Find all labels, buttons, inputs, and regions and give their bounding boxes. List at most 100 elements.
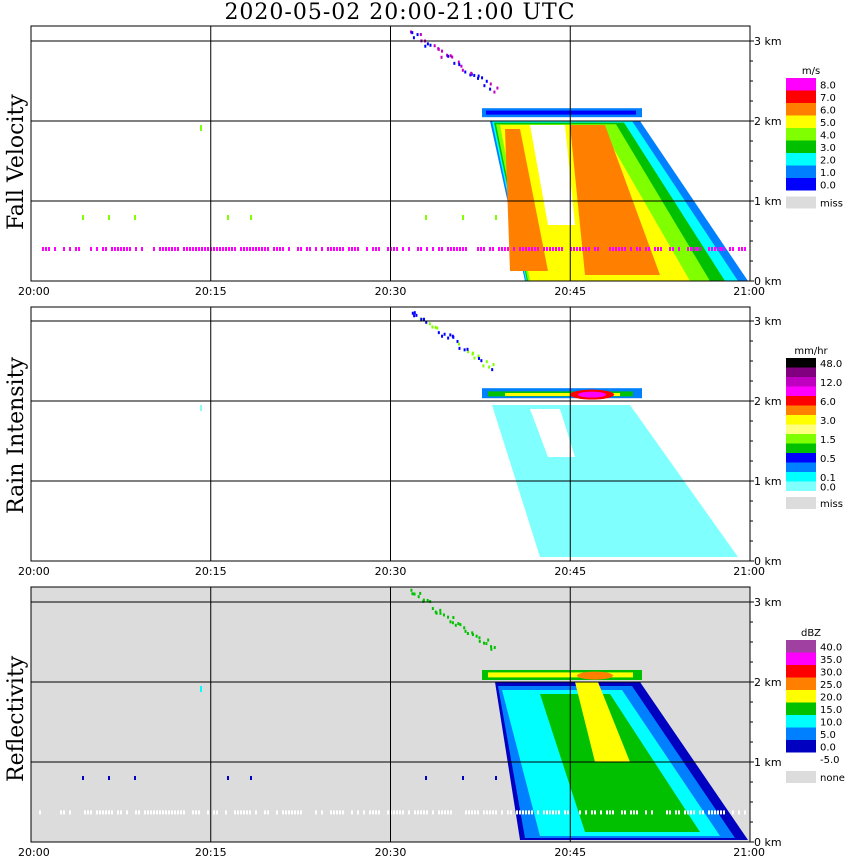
clutter-point bbox=[594, 247, 596, 251]
clutter-point bbox=[249, 810, 251, 815]
aloft-speckle bbox=[439, 611, 442, 615]
aloft-speckle bbox=[449, 620, 452, 624]
clutter-point bbox=[630, 247, 632, 251]
panel-rain: 0 km 1 km 2 km 3 km 20:00 20:15 20:30 20:45 21:0… bbox=[18, 306, 843, 578]
clutter-point bbox=[294, 810, 296, 815]
clutter-point bbox=[168, 810, 170, 815]
clutter-point bbox=[555, 247, 557, 251]
clutter-point bbox=[315, 247, 317, 251]
clutter-point bbox=[621, 810, 623, 815]
aloft-speckle bbox=[410, 588, 413, 592]
clutter-point bbox=[714, 810, 716, 815]
clutter-point bbox=[342, 247, 344, 251]
clutter-point bbox=[183, 247, 185, 251]
clutter-point bbox=[675, 810, 677, 815]
clutter-point bbox=[399, 810, 401, 815]
bright-band-peak-core bbox=[578, 391, 606, 398]
aloft-speckle bbox=[457, 622, 460, 626]
clutter-point bbox=[165, 247, 167, 251]
clutter-point bbox=[330, 247, 332, 251]
clutter-point bbox=[537, 247, 539, 251]
insect-point bbox=[134, 215, 136, 220]
legend-swatch bbox=[786, 115, 816, 128]
aloft-speckle bbox=[460, 64, 463, 68]
insect-point bbox=[227, 215, 229, 220]
clutter-point bbox=[120, 247, 122, 251]
clutter-point bbox=[564, 810, 566, 815]
clutter-point bbox=[645, 247, 647, 251]
legend-swatch bbox=[786, 752, 816, 765]
clutter-point bbox=[447, 247, 449, 251]
clutter-point bbox=[225, 247, 227, 251]
aloft-speckle bbox=[453, 61, 456, 65]
clutter-point bbox=[492, 810, 494, 815]
clutter-point bbox=[546, 810, 548, 815]
clutter-point bbox=[609, 810, 611, 815]
clutter-point bbox=[39, 810, 41, 815]
clutter-point bbox=[54, 247, 56, 251]
clutter-point bbox=[489, 810, 491, 815]
clutter-point bbox=[357, 247, 359, 251]
streak-orange-a bbox=[505, 129, 548, 271]
plot-frame bbox=[30, 306, 751, 562]
clutter-point bbox=[105, 810, 107, 815]
clutter-point bbox=[333, 247, 335, 251]
legend-swatch bbox=[786, 453, 816, 463]
legend-swatch bbox=[786, 715, 816, 728]
clutter-point bbox=[156, 810, 158, 815]
aloft-speckle bbox=[469, 73, 472, 77]
legend-swatch bbox=[786, 78, 816, 91]
clutter-point bbox=[306, 247, 308, 251]
clutter-point bbox=[240, 810, 242, 815]
aloft-speckle bbox=[490, 647, 493, 651]
clutter-point bbox=[657, 247, 659, 251]
clutter-point bbox=[114, 247, 116, 251]
aloft-speckle bbox=[435, 611, 438, 615]
legend-swatch bbox=[786, 178, 816, 191]
height-tick-label: 2 km bbox=[754, 115, 782, 128]
clutter-point bbox=[438, 810, 440, 815]
clutter-point bbox=[126, 810, 128, 815]
aloft-speckle bbox=[457, 60, 460, 64]
clutter-point bbox=[117, 810, 119, 815]
clutter-point bbox=[483, 247, 485, 251]
clutter-point bbox=[408, 247, 410, 251]
legend-swatch bbox=[786, 481, 816, 491]
legend-swatch bbox=[786, 443, 816, 453]
legend-swatch bbox=[786, 396, 816, 406]
time-tick-label: 20:15 bbox=[195, 285, 227, 298]
clutter-point bbox=[321, 247, 323, 251]
insect-point bbox=[425, 215, 427, 220]
clutter-point bbox=[108, 810, 110, 815]
clutter-point bbox=[255, 247, 257, 251]
clutter-point bbox=[252, 247, 254, 251]
clutter-point bbox=[216, 810, 218, 815]
clutter-point bbox=[153, 247, 155, 251]
height-tick-label: 1 km bbox=[754, 756, 782, 769]
legend-swatch bbox=[786, 140, 816, 153]
aloft-speckle bbox=[458, 63, 461, 67]
legend-swatch bbox=[786, 640, 816, 653]
clutter-point bbox=[723, 810, 725, 815]
bright-band-inner bbox=[488, 672, 633, 678]
clutter-point bbox=[378, 810, 380, 815]
clutter-point bbox=[159, 247, 161, 251]
clutter-point bbox=[459, 247, 461, 251]
aloft-speckle bbox=[431, 325, 434, 329]
aloft-speckle bbox=[426, 42, 429, 46]
clutter-point bbox=[351, 810, 353, 815]
clutter-point bbox=[630, 810, 632, 815]
bright-band-inner bbox=[505, 393, 620, 396]
bright-band-peak bbox=[577, 671, 613, 680]
aloft-speckle bbox=[493, 90, 496, 94]
clutter-point bbox=[96, 810, 98, 815]
clutter-point bbox=[90, 247, 92, 251]
aloft-speckle bbox=[415, 313, 418, 317]
clutter-point bbox=[417, 810, 419, 815]
clutter-point bbox=[321, 810, 323, 815]
clutter-point bbox=[645, 810, 647, 815]
clutter-point bbox=[624, 810, 626, 815]
clutter-point bbox=[444, 810, 446, 815]
clutter-point bbox=[351, 247, 353, 251]
clutter-point bbox=[711, 247, 713, 251]
